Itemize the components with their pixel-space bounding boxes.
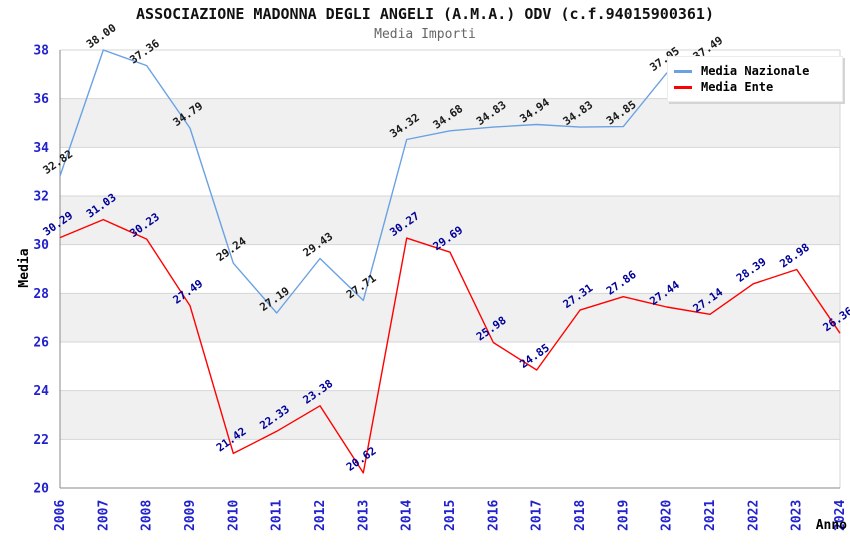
svg-text:24: 24: [33, 384, 49, 399]
legend-label-media-nazionale: Media Nazionale: [701, 64, 810, 78]
svg-text:2008: 2008: [140, 500, 155, 531]
svg-text:26: 26: [33, 336, 49, 351]
svg-text:2012: 2012: [313, 500, 328, 531]
media-ente-line-swatch: [674, 85, 692, 89]
svg-text:28.98: 28.98: [777, 241, 812, 271]
svg-text:2019: 2019: [616, 500, 631, 531]
svg-text:2024: 2024: [833, 500, 848, 531]
svg-text:2021: 2021: [703, 500, 718, 531]
svg-text:2007: 2007: [96, 500, 111, 531]
svg-text:2009: 2009: [183, 500, 198, 531]
svg-text:30: 30: [33, 238, 49, 253]
svg-text:22: 22: [33, 433, 49, 448]
svg-text:20: 20: [33, 482, 49, 497]
svg-text:28: 28: [33, 287, 49, 302]
chart-title: ASSOCIAZIONE MADONNA DEGLI ANGELI (A.M.A…: [136, 5, 714, 23]
svg-text:34: 34: [33, 141, 49, 156]
legend-label-media-ente: Media Ente: [701, 80, 774, 94]
svg-text:2017: 2017: [530, 500, 545, 531]
svg-text:38.00: 38.00: [84, 21, 119, 51]
svg-text:2018: 2018: [573, 500, 588, 531]
svg-text:Anno: Anno: [816, 518, 847, 533]
svg-text:2013: 2013: [356, 500, 371, 531]
svg-text:2014: 2014: [400, 500, 415, 531]
svg-text:37.36: 37.36: [127, 37, 162, 67]
svg-text:2022: 2022: [746, 500, 761, 531]
svg-text:2023: 2023: [790, 500, 805, 531]
svg-text:2020: 2020: [660, 500, 675, 531]
legend-item-media-nazionale: Media Nazionale: [674, 63, 842, 79]
svg-text:2006: 2006: [53, 500, 68, 531]
svg-text:38: 38: [33, 44, 49, 59]
svg-text:36: 36: [33, 92, 49, 107]
svg-text:Media: Media: [17, 248, 32, 287]
chart-subtitle: Media Importi: [374, 27, 476, 42]
media-nazionale-line-swatch: [674, 69, 692, 73]
svg-text:2010: 2010: [226, 500, 241, 531]
legend-item-media-ente: Media Ente: [674, 79, 842, 95]
svg-text:2011: 2011: [270, 500, 285, 531]
legend: Media Nazionale Media Ente: [667, 56, 843, 102]
svg-text:2016: 2016: [486, 500, 501, 531]
svg-text:2015: 2015: [443, 500, 458, 531]
svg-text:32: 32: [33, 190, 49, 205]
